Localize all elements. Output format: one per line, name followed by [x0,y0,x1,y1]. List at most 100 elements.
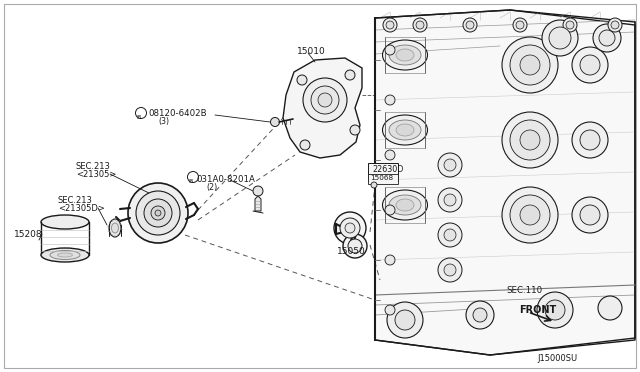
Circle shape [502,112,558,168]
Ellipse shape [41,215,89,229]
Circle shape [387,302,423,338]
Circle shape [395,310,415,330]
Circle shape [155,210,161,216]
Text: (3): (3) [158,117,169,126]
Text: FRONT: FRONT [519,305,556,315]
Ellipse shape [58,253,72,257]
Ellipse shape [109,219,121,237]
Circle shape [537,292,573,328]
Circle shape [385,150,395,160]
Ellipse shape [383,40,428,70]
Circle shape [580,130,600,150]
Text: <21305D>: <21305D> [58,204,105,213]
Circle shape [466,301,494,329]
Circle shape [438,153,462,177]
Text: 15050: 15050 [337,247,365,256]
Circle shape [542,20,578,56]
Circle shape [502,37,558,93]
Text: SEC.213: SEC.213 [58,196,93,205]
Circle shape [520,205,540,225]
Ellipse shape [111,223,118,233]
Circle shape [128,183,188,243]
Ellipse shape [389,120,421,140]
Text: 15068: 15068 [370,175,393,181]
Circle shape [572,197,608,233]
Circle shape [438,188,462,212]
Circle shape [516,21,524,29]
Circle shape [345,223,355,233]
Bar [368,174,398,184]
Circle shape [572,122,608,158]
Circle shape [297,75,307,85]
Circle shape [444,194,456,206]
Circle shape [444,264,456,276]
Circle shape [599,30,615,46]
Circle shape [416,21,424,29]
Circle shape [385,205,395,215]
Text: B: B [188,179,193,183]
Circle shape [385,95,395,105]
Ellipse shape [383,115,428,145]
Ellipse shape [389,195,421,215]
Circle shape [345,70,355,80]
Circle shape [334,212,366,244]
Text: <21305>: <21305> [76,170,116,179]
Circle shape [438,223,462,247]
Text: SEC.110: SEC.110 [506,286,542,295]
Text: 15010: 15010 [297,47,326,56]
Circle shape [520,130,540,150]
Circle shape [545,300,565,320]
Ellipse shape [383,190,428,220]
Circle shape [549,27,571,49]
Text: SEC.213: SEC.213 [76,162,111,171]
Circle shape [350,125,360,135]
Text: 15208: 15208 [14,230,43,239]
Circle shape [580,55,600,75]
Text: B: B [136,115,141,119]
Ellipse shape [50,250,80,260]
Circle shape [253,186,263,196]
Circle shape [510,195,550,235]
Circle shape [318,93,332,107]
Circle shape [438,258,462,282]
Circle shape [371,182,377,188]
Circle shape [385,305,395,315]
Circle shape [520,55,540,75]
Text: (2): (2) [206,183,217,192]
Circle shape [385,255,395,265]
Text: 08120-6402B: 08120-6402B [148,109,207,118]
Circle shape [572,47,608,83]
Circle shape [502,187,558,243]
Ellipse shape [41,248,89,262]
Bar [368,163,398,181]
Circle shape [271,118,280,126]
Circle shape [580,205,600,225]
Text: 22630D: 22630D [372,165,403,174]
Text: J15000SU: J15000SU [537,354,577,363]
Circle shape [383,18,397,32]
Circle shape [598,296,622,320]
Ellipse shape [396,199,414,211]
Circle shape [563,18,577,32]
Circle shape [386,21,394,29]
Circle shape [151,206,165,220]
Circle shape [463,18,477,32]
Circle shape [343,234,367,258]
Circle shape [510,120,550,160]
Polygon shape [375,10,635,355]
Circle shape [340,218,360,238]
Circle shape [510,45,550,85]
Circle shape [444,159,456,171]
Circle shape [611,21,619,29]
Circle shape [473,308,487,322]
Polygon shape [255,196,261,211]
Circle shape [144,199,172,227]
Circle shape [348,239,362,253]
Polygon shape [283,58,362,158]
Circle shape [513,18,527,32]
Ellipse shape [396,124,414,136]
Circle shape [136,191,180,235]
Circle shape [385,45,395,55]
Circle shape [608,18,622,32]
Circle shape [466,21,474,29]
